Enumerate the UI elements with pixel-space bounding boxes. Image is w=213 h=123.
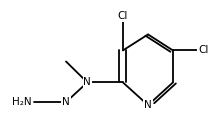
Text: N: N: [144, 100, 152, 110]
Text: N: N: [83, 77, 91, 87]
Text: N: N: [62, 97, 70, 107]
Text: Cl: Cl: [118, 11, 128, 21]
Text: H₂N: H₂N: [12, 97, 32, 107]
Text: Cl: Cl: [198, 45, 209, 55]
